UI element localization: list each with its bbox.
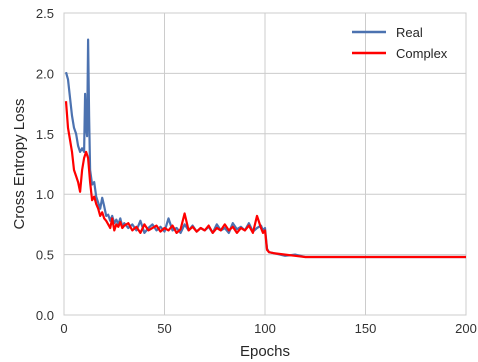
y-axis-label: Cross Entropy Loss (11, 99, 28, 230)
y-tick-label: 1.0 (36, 187, 54, 202)
y-tick-label: 0.5 (36, 248, 54, 263)
y-tick-label: 1.5 (36, 127, 54, 142)
legend: Real Complex (352, 25, 448, 61)
x-axis-label: Epochs (240, 343, 290, 360)
legend-label-real: Real (396, 25, 423, 40)
tick-labels: 0 50 100 150 200 0.0 0.5 1.0 1.5 2.0 2.5 (36, 6, 477, 336)
x-tick-label: 100 (254, 321, 276, 336)
legend-label-complex: Complex (396, 46, 448, 61)
y-tick-label: 0.0 (36, 308, 54, 323)
x-tick-label: 150 (355, 321, 377, 336)
x-tick-label: 0 (60, 321, 67, 336)
x-tick-label: 50 (157, 321, 171, 336)
series-layer (64, 38, 466, 259)
y-tick-label: 2.5 (36, 6, 54, 21)
series-line-complex (64, 101, 466, 259)
plot-frame (63, 12, 467, 316)
x-tick-label: 200 (455, 321, 477, 336)
y-tick-label: 2.0 (36, 66, 54, 81)
